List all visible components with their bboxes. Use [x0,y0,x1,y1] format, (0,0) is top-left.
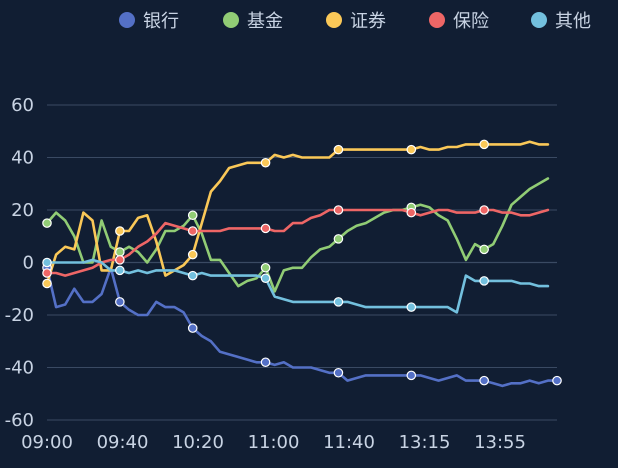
legend[interactable]: 银行 基金 证券 保险 其他 [119,11,591,32]
data-point [333,297,344,307]
data-point [115,265,125,276]
legend-label: 其他 [555,11,591,32]
legend-item-0[interactable]: 银行 [119,11,179,32]
series-line-0 [45,266,559,388]
x-axis-ticks: 09:00 09:40 10:20 11:00 11:40 13:15 13:55 [21,432,526,453]
y-tick-label: -60 [5,410,34,431]
data-point [479,205,489,215]
legend-marker [326,12,342,28]
x-tick-label: 13:55 [474,432,526,453]
y-tick-label: 20 [11,200,34,221]
data-point [42,268,52,278]
data-point [115,247,125,257]
data-point [42,257,52,268]
data-point [333,144,344,155]
legend-item-1[interactable]: 基金 [223,11,283,32]
x-tick-label: 11:00 [248,432,300,453]
series-line-2 [45,140,550,285]
data-point [479,244,489,255]
legend-item-3[interactable]: 保险 [429,11,489,32]
data-point [406,302,417,312]
data-point [406,370,417,381]
data-point [187,249,198,260]
data-point [115,255,125,265]
data-point [260,273,271,284]
x-tick-label: 09:40 [97,432,149,453]
legend-label: 基金 [247,11,283,32]
y-tick-label: -40 [5,358,34,379]
legend-label: 保险 [453,11,489,32]
legend-marker [429,12,445,28]
x-tick-label: 09:00 [21,432,73,453]
data-point [260,157,271,168]
data-point [333,205,344,215]
data-point [260,223,271,234]
x-tick-label: 13:15 [399,432,451,453]
data-point [187,210,198,221]
data-point [479,375,489,386]
series-line-3 [45,208,550,277]
data-point [42,218,52,228]
data-point [115,297,125,307]
data-point [479,276,489,286]
legend-item-2[interactable]: 证券 [326,11,386,32]
data-point [333,367,344,378]
legend-marker [531,12,547,28]
data-point [115,226,125,236]
x-tick-label: 11:40 [323,432,375,453]
data-point [42,278,52,289]
series-markers [42,139,562,386]
legend-marker [119,12,135,28]
y-axis-ticks: 60 40 20 0 -20 -40 -60 [5,95,34,431]
data-point [187,226,198,236]
legend-marker [223,12,239,28]
data-point [333,234,344,244]
data-point [260,262,271,273]
legend-label: 银行 [143,11,179,32]
data-point [187,323,198,333]
data-point [260,357,271,368]
y-tick-label: 40 [11,148,34,169]
legend-item-4[interactable]: 其他 [531,11,591,32]
y-tick-label: 60 [11,95,34,116]
data-point [479,139,489,150]
y-tick-label: 0 [23,253,34,274]
series-line-4 [45,258,550,314]
legend-label: 证券 [350,11,386,32]
x-tick-label: 10:20 [172,432,224,453]
data-point [187,270,198,281]
series-lines [45,140,559,388]
data-point [406,144,417,155]
data-point [406,207,417,218]
data-point [552,375,562,386]
series-line-1 [45,177,550,293]
y-tick-label: -20 [5,305,34,326]
